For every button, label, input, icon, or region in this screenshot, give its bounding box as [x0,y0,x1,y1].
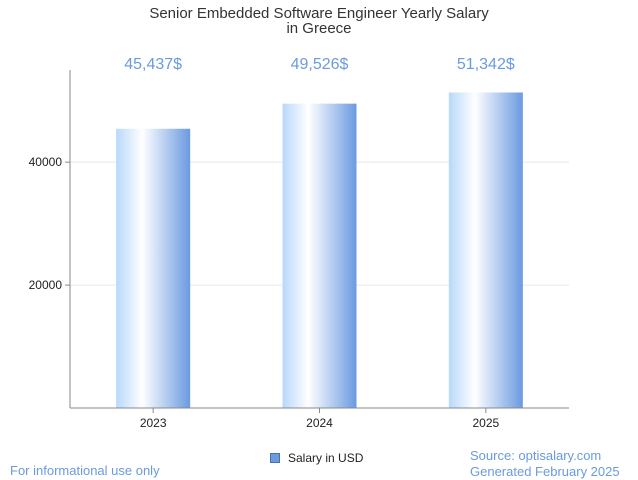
bar-2024 [282,103,357,408]
generated-text: Generated February 2025 [470,464,620,479]
legend-swatch [270,453,280,463]
source-block: Source: optisalary.com Generated Februar… [470,448,620,480]
disclaimer-text: For informational use only [10,463,160,478]
bars [116,92,523,408]
data-label-2024: 49,526$ [291,56,349,73]
data-labels: 45,437$ 49,526$ 51,342$ [124,56,515,73]
data-label-2023: 45,437$ [124,56,182,73]
chart-title-line-2: in Greece [286,20,351,37]
axes: 20000 40000 2023 2024 2025 [29,70,569,430]
y-tick-label-40000: 40000 [29,155,63,169]
x-tick-label-2023: 2023 [140,416,167,430]
y-tick-label-20000: 20000 [29,278,63,292]
bar-2025 [448,92,523,408]
legend: Salary in USD [270,451,363,465]
data-label-2025: 51,342$ [457,56,515,73]
bar-2023 [116,128,191,408]
x-tick-label-2024: 2024 [306,416,333,430]
chart-title-line-1: Senior Embedded Software Engineer Yearly… [149,5,489,22]
x-tick-label-2025: 2025 [472,416,499,430]
legend-label: Salary in USD [288,451,364,465]
source-text: Source: optisalary.com [470,448,602,463]
